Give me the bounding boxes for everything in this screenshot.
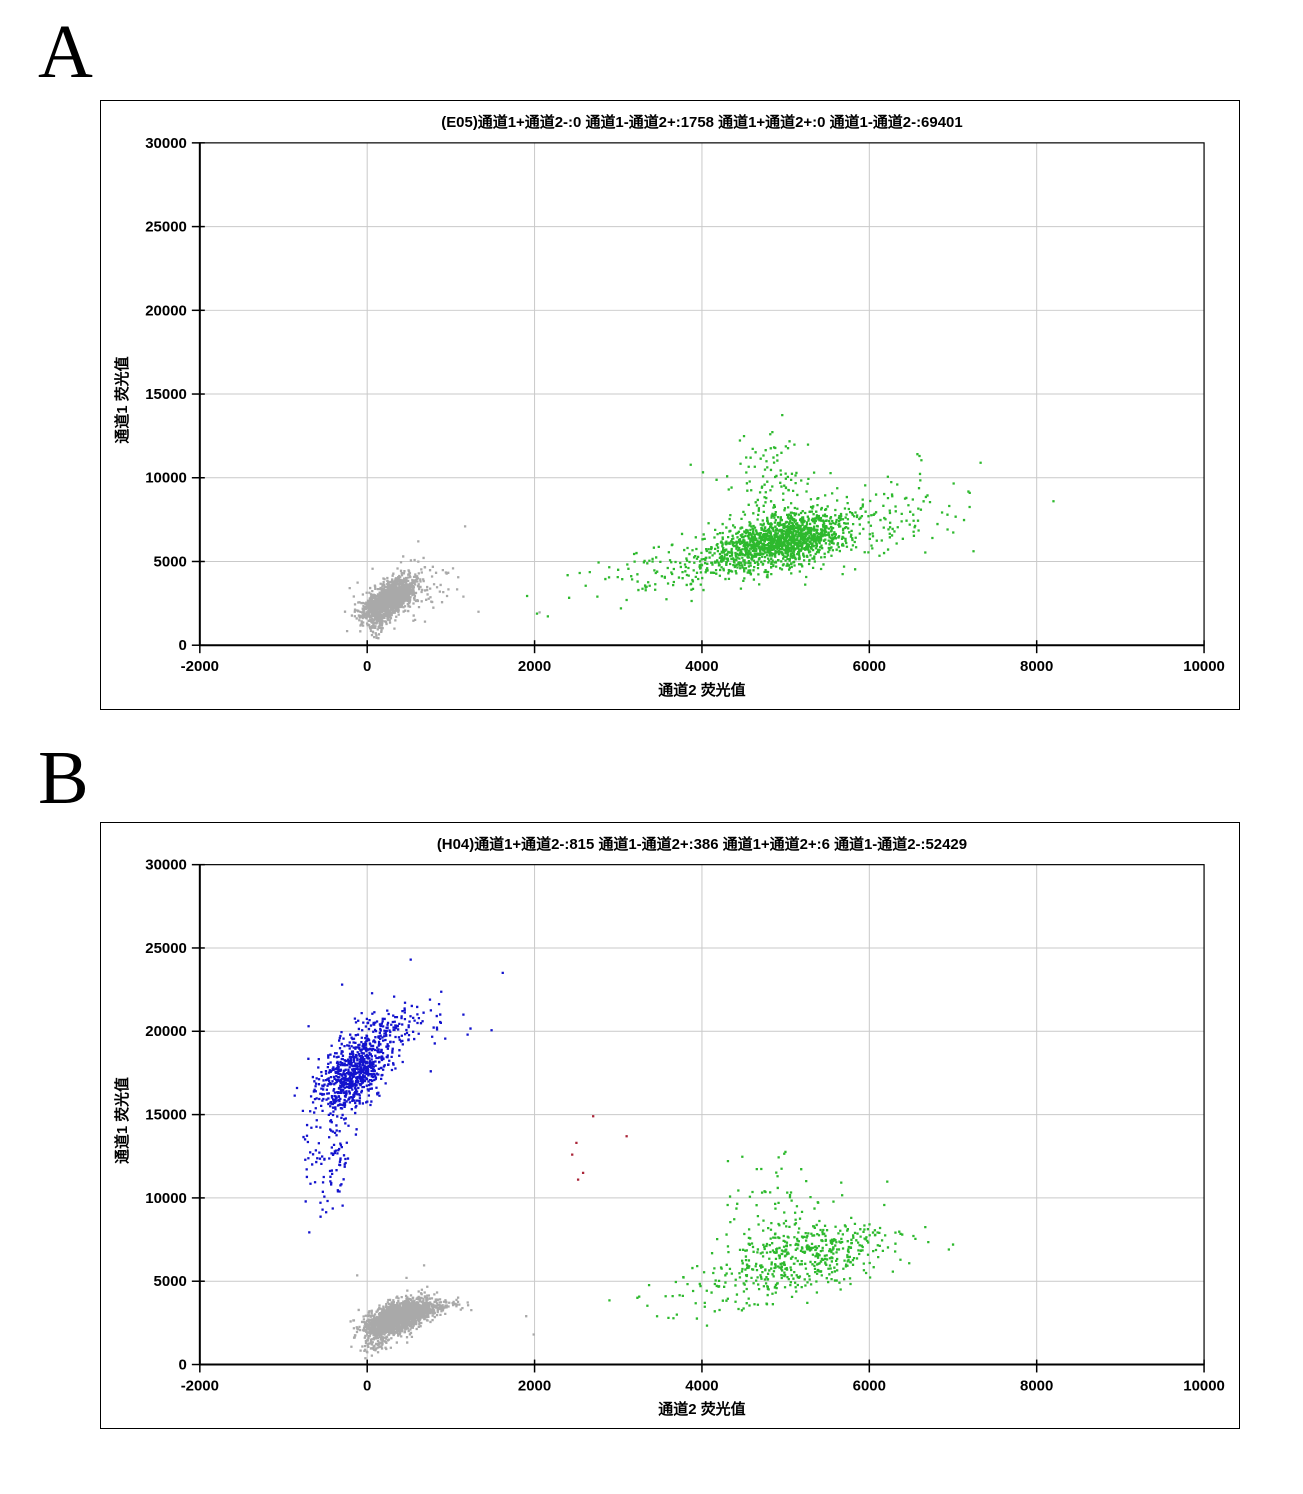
chart-b-title: (H04)通道1+通道2-:815 通道1-通道2+:386 通道1+通道2+:… bbox=[437, 835, 967, 853]
x-tick-label: -2000 bbox=[181, 1377, 219, 1394]
tick-marks bbox=[191, 142, 1205, 654]
chart-a-yaxis-title: 通道1 荧光值 bbox=[113, 356, 131, 443]
x-tick-label: 4000 bbox=[685, 658, 718, 675]
y-tick-label: 10000 bbox=[145, 470, 187, 487]
chart-a-title: (E05)通道1+通道2-:0 通道1-通道2+:1758 通道1+通道2+:0… bbox=[441, 113, 962, 131]
y-tick-label: 15000 bbox=[145, 1107, 187, 1124]
x-tick-label: 6000 bbox=[853, 658, 886, 675]
x-tick-label: 0 bbox=[363, 658, 371, 675]
y-tick-label: 5000 bbox=[154, 1273, 187, 1290]
gridlines bbox=[199, 142, 1205, 646]
x-tick-label: 4000 bbox=[685, 1377, 718, 1394]
x-tick-label: 10000 bbox=[1183, 658, 1225, 675]
series-negative-cells-gray bbox=[343, 525, 541, 640]
gridlines bbox=[199, 864, 1205, 1365]
x-tick-label: 2000 bbox=[518, 1377, 551, 1394]
x-tick-label: 2000 bbox=[518, 658, 551, 675]
x-tick-label: 0 bbox=[363, 1377, 371, 1394]
tick-marks bbox=[191, 863, 1205, 1373]
x-tick-label: 10000 bbox=[1183, 1377, 1225, 1394]
panel-b-letter: B bbox=[38, 736, 89, 820]
y-tick-label: 0 bbox=[179, 1357, 187, 1374]
y-tick-label: 30000 bbox=[145, 857, 187, 874]
y-tick-label: 25000 bbox=[145, 940, 187, 957]
x-tick-label: -2000 bbox=[181, 658, 219, 675]
y-tick-label: 5000 bbox=[154, 553, 187, 570]
chart-a-xaxis-title: 通道2 荧光值 bbox=[658, 681, 745, 699]
x-tick-label: 8000 bbox=[1020, 658, 1053, 675]
y-tick-label: 30000 bbox=[145, 135, 187, 152]
tick-labels: -2000 0 2000 4000 6000 8000 10000 0 5000 10000 150… bbox=[145, 857, 1225, 1395]
scatter-chart-e05: (E05)通道1+通道2-:0 通道1-通道2+:1758 通道1+通道2+:0… bbox=[113, 113, 1225, 699]
series-channel2-positive-cells-green bbox=[608, 1150, 955, 1327]
y-tick-label: 20000 bbox=[145, 302, 187, 319]
y-tick-label: 15000 bbox=[145, 386, 187, 403]
series-double-positive-cells-red bbox=[571, 1115, 628, 1181]
series-channel1-positive-cells-blue bbox=[293, 958, 504, 1234]
panel-a-letter: A bbox=[38, 10, 93, 94]
x-tick-label: 6000 bbox=[853, 1377, 886, 1394]
chart-b-yaxis-title: 通道1 荧光值 bbox=[113, 1077, 131, 1164]
y-tick-label: 0 bbox=[179, 637, 187, 654]
x-tick-label: 8000 bbox=[1020, 1377, 1053, 1394]
chart-b-xaxis-title: 通道2 荧光值 bbox=[658, 1400, 745, 1418]
y-tick-label: 20000 bbox=[145, 1023, 187, 1040]
chart-a-frame: (E05)通道1+通道2-:0 通道1-通道2+:1758 通道1+通道2+:0… bbox=[100, 100, 1240, 710]
y-tick-label: 10000 bbox=[145, 1190, 187, 1207]
series-channel2-positive-cells-green bbox=[525, 413, 1055, 618]
chart-b-frame: (H04)通道1+通道2-:815 通道1-通道2+:386 通道1+通道2+:… bbox=[100, 822, 1240, 1429]
tick-labels: -2000 0 2000 4000 6000 8000 10000 0 5000 10000 150… bbox=[145, 135, 1225, 675]
scatter-chart-h04: (H04)通道1+通道2-:815 通道1-通道2+:386 通道1+通道2+:… bbox=[113, 835, 1225, 1418]
series-negative-cells-gray bbox=[349, 1264, 535, 1360]
y-tick-label: 25000 bbox=[145, 219, 187, 236]
